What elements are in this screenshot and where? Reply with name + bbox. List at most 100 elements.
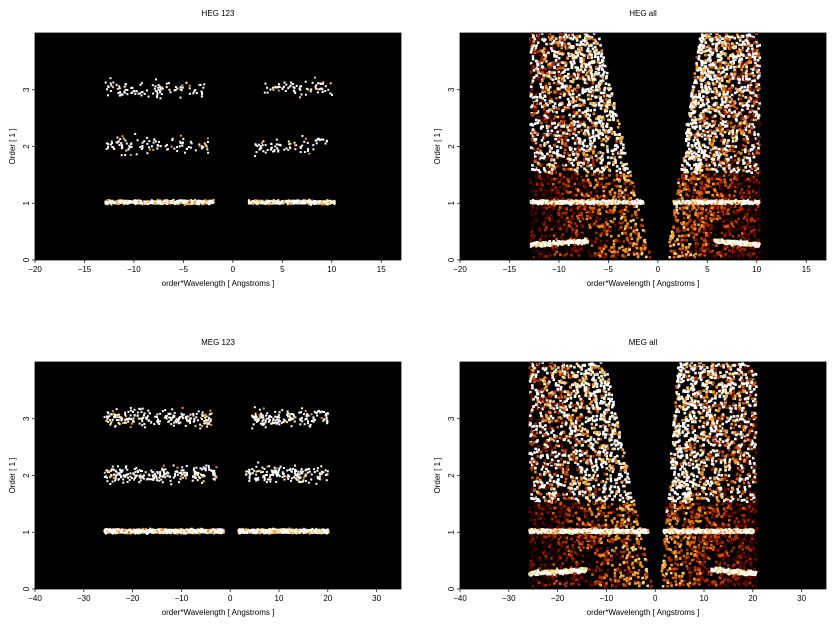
- heatmap-cell: [600, 49, 604, 52]
- heatmap-cell: [532, 35, 535, 39]
- heatmap-cell: [261, 144, 264, 147]
- heatmap-cell: [578, 190, 582, 194]
- heatmap-cell: [675, 209, 678, 212]
- heatmap-cell: [755, 191, 758, 195]
- heatmap-cell: [552, 81, 556, 85]
- heatmap-cell: [553, 130, 556, 134]
- heatmap-cell: [529, 51, 533, 54]
- heatmap-cell: [738, 248, 742, 252]
- heatmap-cell: [564, 87, 568, 90]
- heatmap-cell: [127, 200, 129, 203]
- heatmap-cell: [728, 190, 731, 193]
- heatmap-cell: [572, 158, 575, 162]
- heatmap-cell: [573, 222, 577, 225]
- heatmap-cell: [725, 65, 729, 69]
- heatmap-cell: [616, 145, 619, 149]
- heatmap-cell: [107, 94, 109, 97]
- heatmap-cell: [312, 148, 315, 151]
- heatmap-cell: [698, 194, 701, 197]
- heatmap-cell: [716, 174, 720, 178]
- heatmap-cell: [717, 194, 721, 198]
- heatmap-cell: [614, 184, 617, 188]
- heatmap-cell: [181, 84, 184, 87]
- heatmap-cell: [618, 155, 621, 159]
- heatmap-cell: [558, 194, 561, 197]
- heatmap-cell: [266, 91, 269, 94]
- heatmap-cell: [580, 42, 583, 46]
- heatmap-cell: [752, 172, 756, 176]
- heatmap-cell: [532, 44, 536, 47]
- heatmap-cell: [554, 60, 558, 63]
- heatmap-cell: [708, 228, 711, 231]
- heatmap-cell: [600, 182, 603, 186]
- heatmap-cell: [591, 94, 594, 97]
- heatmap-cell: [699, 112, 703, 115]
- heatmap-cell: [560, 139, 563, 142]
- heatmap-cell: [333, 200, 336, 203]
- heatmap-cell: [550, 129, 554, 133]
- heatmap-cell: [537, 169, 540, 172]
- heatmap-cell: [567, 129, 570, 132]
- heatmap-cell: [171, 137, 174, 140]
- heatmap-cell: [264, 82, 267, 85]
- heatmap-cell: [614, 159, 617, 162]
- heatmap-cell: [200, 95, 203, 98]
- heatmap-cell: [724, 232, 728, 235]
- heatmap-cell: [543, 38, 547, 41]
- heatmap-cell: [740, 35, 743, 38]
- x-tick-label: −5: [179, 265, 189, 274]
- heatmap-cell: [589, 65, 592, 69]
- heatmap-cell: [715, 102, 719, 105]
- heatmap-cell: [543, 108, 546, 111]
- heatmap-cell: [750, 67, 753, 70]
- heatmap-cell: [293, 86, 296, 89]
- heatmap-cell: [625, 229, 628, 232]
- heatmap-cell: [289, 202, 292, 205]
- heatmap-cell: [545, 255, 548, 258]
- heatmap-cell: [757, 191, 760, 194]
- heatmap-cell: [623, 212, 626, 216]
- heatmap-cell: [606, 100, 609, 103]
- heatmap-cell: [757, 229, 761, 232]
- heatmap-cell: [563, 217, 566, 221]
- heatmap-cells: [104, 76, 336, 206]
- heatmap-cell: [542, 74, 545, 77]
- heatmap-cell: [609, 192, 612, 196]
- heatmap-cell: [563, 92, 567, 96]
- heatmap-cell: [584, 110, 587, 113]
- heatmap-cell: [560, 48, 564, 52]
- heatmap-cell: [304, 137, 307, 140]
- heatmap-cell: [587, 97, 590, 101]
- heatmap-cell: [131, 201, 134, 204]
- heatmap-cell: [691, 103, 695, 106]
- heatmap-cell: [569, 237, 573, 241]
- heatmap-cell: [589, 163, 593, 167]
- heatmap-cell: [557, 56, 561, 60]
- heatmap-cell: [587, 194, 590, 197]
- heatmap-cell: [557, 240, 560, 243]
- heatmap-cell: [596, 115, 600, 118]
- heatmap-cell: [269, 88, 272, 91]
- heatmap-cell: [552, 105, 555, 108]
- heatmap-cell: [532, 69, 536, 72]
- heatmap-cell: [700, 32, 704, 35]
- heatmap-cell: [561, 77, 564, 81]
- heatmap-cell: [152, 201, 155, 204]
- heatmap-cell: [724, 194, 727, 197]
- heatmap-cell: [198, 143, 201, 146]
- heatmap-cell: [580, 218, 583, 222]
- heatmap-cell: [552, 183, 555, 186]
- heatmap-cell: [537, 119, 541, 122]
- heatmap-cell: [621, 151, 624, 155]
- heatmap-cell: [107, 143, 110, 145]
- heatmap-cell: [548, 176, 551, 180]
- heatmap-cell: [697, 223, 700, 226]
- heatmap-cell: [757, 189, 760, 192]
- heatmap-cell: [590, 44, 593, 47]
- heatmap-cell: [540, 151, 543, 155]
- heatmap-cell: [176, 150, 179, 153]
- heatmap-cell: [597, 136, 601, 140]
- heatmap-cell: [729, 245, 733, 249]
- heatmap-cell: [201, 93, 203, 96]
- heatmap-cell: [544, 234, 548, 238]
